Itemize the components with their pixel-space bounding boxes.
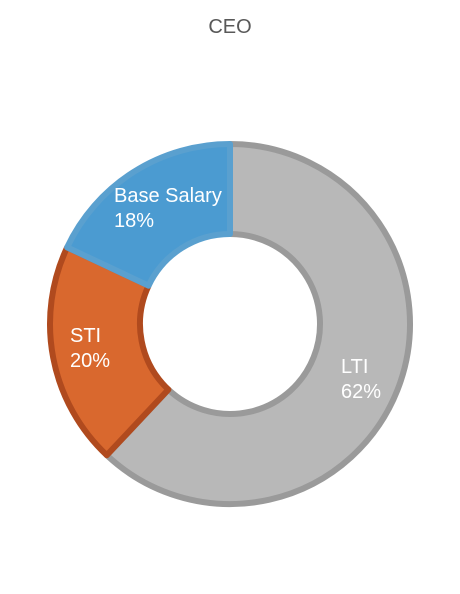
slice-label-lti: LTI xyxy=(341,356,368,378)
slice-label-sti: STI xyxy=(70,325,101,347)
slice-value-base-salary: 18% xyxy=(114,210,154,232)
chart-title: CEO xyxy=(208,16,252,38)
slice-value-lti: 62% xyxy=(341,381,381,403)
slice-base-salary xyxy=(64,141,233,289)
slices-layer xyxy=(47,141,413,507)
slice-value-sti: 20% xyxy=(70,350,110,372)
slice-sti xyxy=(47,244,172,459)
slice-label-base-salary: Base Salary xyxy=(114,185,222,207)
slice-lti xyxy=(103,141,413,507)
labels-layer: LTI 62% STI 20% Base Salary 18% xyxy=(70,185,381,403)
